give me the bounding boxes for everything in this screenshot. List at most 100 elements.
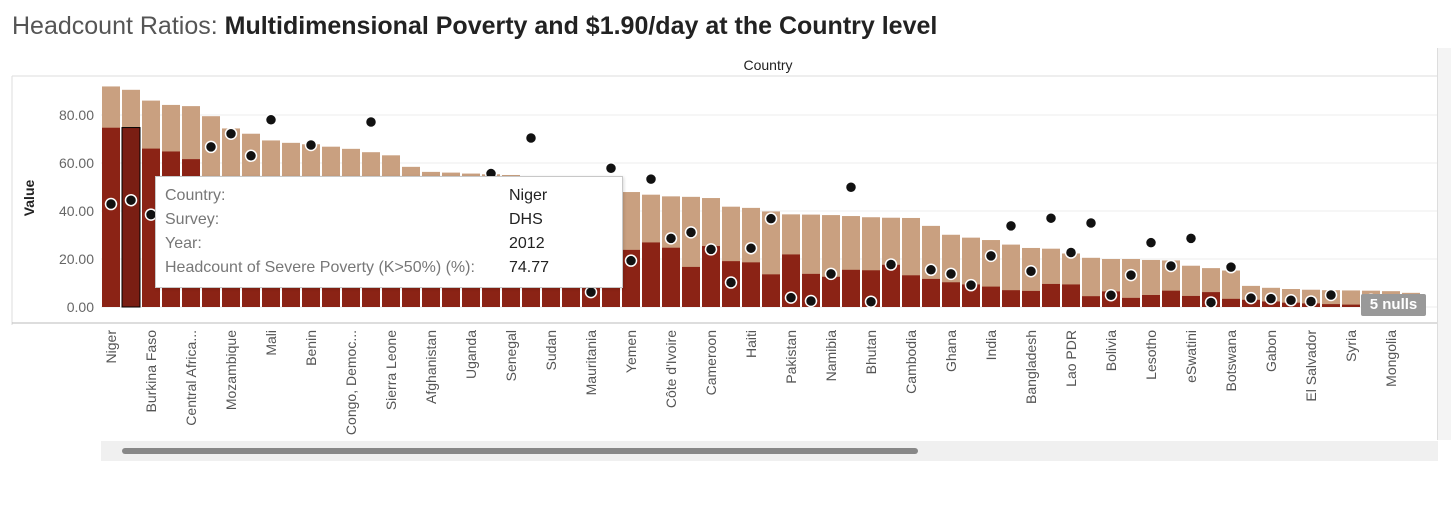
dot-1-90-day (764, 212, 778, 225)
dot-1-90-day (644, 172, 658, 186)
bar-severe (1022, 290, 1040, 307)
horizontal-scrollbar[interactable] (101, 441, 1438, 461)
dot-1-90-day (1244, 291, 1258, 305)
bar-severe (1142, 295, 1160, 307)
tooltip-value-country: Niger (509, 187, 548, 204)
dot-1-90-day (264, 113, 278, 127)
dot-1-90-day (124, 193, 138, 207)
bar-severe (1342, 304, 1360, 307)
bar-severe (922, 278, 940, 307)
x-tick-label: Haiti (743, 330, 759, 358)
bar-severe-highlighted (121, 127, 141, 308)
dot-1-90-day (1324, 288, 1338, 302)
bar-severe (882, 264, 900, 307)
dot-1-90-day (304, 138, 318, 152)
dot-1-90-day (244, 149, 258, 163)
x-tick-label: Lesotho (1143, 330, 1159, 380)
tooltip-value-year: 2012 (509, 235, 545, 252)
tooltip-value-severe: 74.77 (509, 259, 550, 276)
y-tick-label: 40.00 (59, 203, 94, 219)
tooltip: Country: Niger Survey: DHS Year: 2012 He… (155, 176, 623, 288)
x-tick-label: Cambodia (903, 330, 919, 394)
x-tick-label: Afghanistan (423, 330, 439, 404)
y-tick-label: 80.00 (59, 107, 94, 123)
y-tick-label: 60.00 (59, 155, 94, 171)
bar-severe (962, 284, 980, 307)
bar-severe (762, 274, 780, 307)
page-title: Headcount Ratios: Multidimensional Pover… (12, 12, 937, 41)
x-tick-label: Syria (1343, 330, 1359, 362)
bar-severe (742, 262, 760, 307)
dot-1-90-day (204, 140, 218, 154)
column-header-label: Country (743, 57, 792, 73)
dot-1-90-day (1164, 259, 1178, 273)
bar-severe (1122, 297, 1140, 307)
bar-severe (702, 246, 720, 307)
x-tick-label: Côte d'Ivoire (663, 330, 679, 408)
y-axis-label: Value (21, 180, 37, 217)
x-tick-label: Bhutan (863, 330, 879, 374)
title-prefix: Headcount Ratios: (12, 12, 225, 40)
x-tick-label: Niger (103, 330, 119, 364)
x-tick-label: Bangladesh (1023, 330, 1039, 404)
x-tick-label: Botswana (1223, 330, 1239, 392)
y-tick-label: 0.00 (67, 299, 94, 315)
dot-1-90-day (1064, 246, 1078, 259)
bar-severe (1042, 283, 1060, 307)
bar-severe (982, 286, 1000, 307)
nulls-indicator[interactable]: 5 nulls (1361, 294, 1426, 316)
x-tick-label: Congo, Democ... (343, 330, 359, 435)
dot-1-90-day (784, 291, 798, 304)
dot-1-90-day (984, 249, 998, 263)
x-tick-label: Bolivia (1103, 330, 1119, 371)
x-tick-label: Sudan (543, 330, 559, 370)
bar-total (1222, 270, 1240, 307)
dot-1-90-day (1124, 268, 1138, 282)
dot-1-90-day (1184, 232, 1198, 245)
dot-1-90-day (744, 241, 758, 255)
dot-1-90-day (1224, 260, 1238, 274)
dot-1-90-day (1004, 219, 1018, 233)
dot-1-90-day (724, 276, 738, 289)
bar-severe (942, 282, 960, 307)
dot-1-90-day (1264, 292, 1278, 305)
x-tick-label: eSwatini (1183, 330, 1199, 383)
x-tick-label: Ghana (943, 330, 959, 372)
x-tick-label: Burkina Faso (143, 330, 159, 413)
bar-severe (1222, 298, 1240, 307)
x-tick-label: Mozambique (223, 330, 239, 410)
bar-severe (1182, 295, 1200, 307)
scrollbar-thumb[interactable] (122, 448, 918, 454)
bar-severe (822, 276, 840, 307)
x-tick-label: Senegal (503, 330, 519, 381)
bar-severe (642, 242, 660, 307)
bar-severe (662, 247, 680, 307)
x-tick-label: Mali (263, 330, 279, 356)
bar-severe (102, 127, 120, 307)
bar-severe (1082, 296, 1100, 307)
bar-severe (682, 266, 700, 307)
dot-1-90-day (824, 267, 838, 281)
x-tick-label: Benin (303, 330, 319, 366)
x-tick-label: Lao PDR (1063, 330, 1079, 387)
dot-1-90-day (664, 232, 678, 245)
x-tick-label: India (983, 330, 999, 361)
vertical-scrollbar[interactable] (1437, 48, 1451, 440)
dot-1-90-day (584, 285, 598, 299)
dot-1-90-day (1284, 294, 1298, 307)
dot-1-90-day (1144, 236, 1158, 249)
x-tick-label: Cameroon (703, 330, 719, 395)
dot-1-90-day (1044, 211, 1058, 225)
x-tick-label: Sierra Leone (383, 330, 399, 410)
dot-1-90-day (364, 115, 378, 129)
bar-severe (842, 269, 860, 307)
bar-total (1082, 257, 1100, 307)
tooltip-label-country: Country: (165, 187, 226, 204)
dot-1-90-day (944, 267, 958, 281)
dot-1-90-day (864, 295, 878, 308)
dot-1-90-day (704, 243, 718, 256)
dot-1-90-day (804, 294, 818, 308)
x-tick-label: Pakistan (783, 330, 799, 384)
dot-1-90-day (1084, 216, 1098, 230)
tooltip-value-survey: DHS (509, 211, 543, 228)
